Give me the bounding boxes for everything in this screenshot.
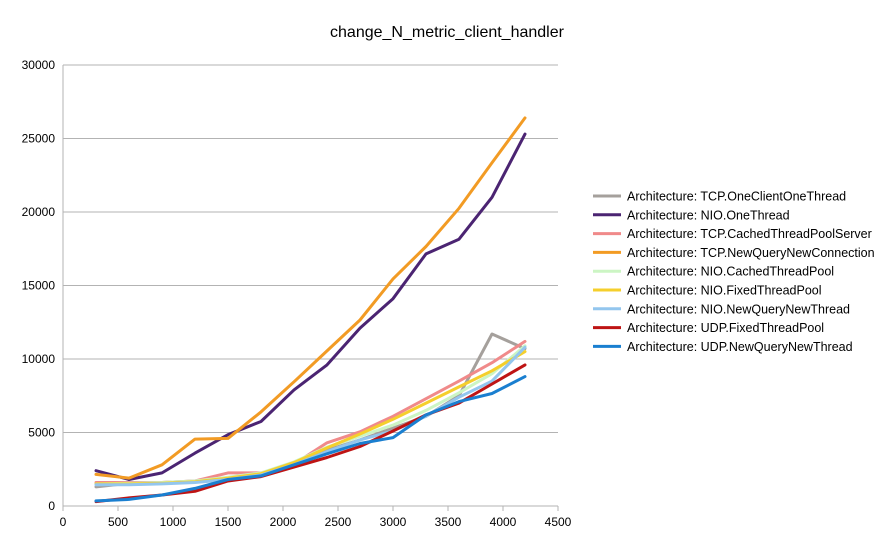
legend-label: Architecture: NIO.NewQueryNewThread bbox=[627, 302, 850, 316]
legend-label: Architecture: NIO.CachedThreadPool bbox=[627, 265, 834, 279]
y-tick-label: 5000 bbox=[28, 426, 55, 440]
legend-label: Architecture: NIO.OneThread bbox=[627, 208, 790, 222]
series-line bbox=[94, 116, 527, 480]
x-tick-label: 1500 bbox=[215, 515, 242, 529]
x-tick-label: 4000 bbox=[490, 515, 517, 529]
legend-label: Architecture: UDP.NewQueryNewThread bbox=[627, 340, 853, 354]
legend: Architecture: TCP.OneClientOneThread Arch… bbox=[593, 190, 875, 354]
x-tick-label: 0 bbox=[60, 515, 67, 529]
y-tick-label: 0 bbox=[48, 499, 55, 513]
y-tick-label: 25000 bbox=[22, 132, 56, 146]
y-tick-label: 15000 bbox=[22, 279, 56, 293]
x-tick-label: 1000 bbox=[160, 515, 187, 529]
x-tick-label: 500 bbox=[108, 515, 128, 529]
series-line bbox=[94, 132, 527, 481]
y-tick-label: 30000 bbox=[22, 58, 56, 72]
y-tick-label: 10000 bbox=[22, 352, 56, 366]
x-tick-label: 3500 bbox=[435, 515, 462, 529]
x-tick-label: 2500 bbox=[325, 515, 352, 529]
x-tick-label: 4500 bbox=[545, 515, 572, 529]
legend-label: Architecture: TCP.NewQueryNewConnection bbox=[627, 246, 875, 260]
y-tick-label: 20000 bbox=[22, 205, 56, 219]
chart-title: change_N_metric_client_handler bbox=[330, 24, 565, 41]
legend-label: Architecture: TCP.OneClientOneThread bbox=[627, 190, 846, 204]
x-tick-label: 2000 bbox=[270, 515, 297, 529]
legend-label: Architecture: UDP.FixedThreadPool bbox=[627, 321, 824, 335]
series-line bbox=[94, 375, 527, 503]
legend-label: Architecture: NIO.FixedThreadPool bbox=[627, 284, 822, 298]
x-tick-label: 3000 bbox=[380, 515, 407, 529]
plot-area: 0 5000 10000 15000 20000 25000 30000 0 500 1000 15… bbox=[22, 58, 572, 529]
legend-label: Architecture: TCP.CachedThreadPoolServer bbox=[627, 227, 872, 241]
